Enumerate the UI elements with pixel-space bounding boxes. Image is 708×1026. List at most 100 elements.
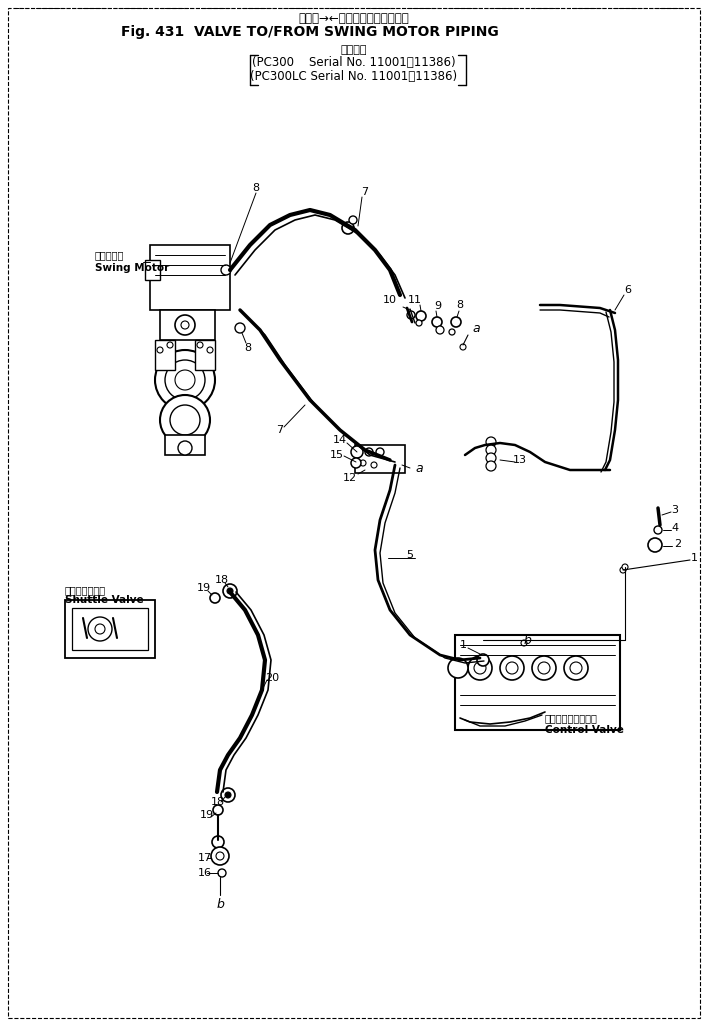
Circle shape: [654, 526, 662, 534]
Circle shape: [218, 869, 226, 877]
Bar: [150, 245, 230, 310]
Bar: [355, 445, 405, 473]
Circle shape: [371, 462, 377, 468]
Circle shape: [213, 805, 223, 815]
Circle shape: [648, 538, 662, 552]
Circle shape: [227, 588, 233, 594]
Text: 12: 12: [343, 473, 357, 483]
Circle shape: [216, 852, 224, 860]
Circle shape: [181, 321, 189, 329]
Circle shape: [506, 662, 518, 674]
Text: 18: 18: [211, 797, 225, 807]
Text: 6: 6: [624, 285, 632, 295]
Bar: [145, 260, 160, 280]
Text: b: b: [523, 633, 531, 646]
Circle shape: [351, 458, 361, 468]
Circle shape: [354, 448, 362, 456]
Bar: [195, 340, 215, 370]
Text: 7: 7: [362, 187, 369, 197]
Circle shape: [175, 315, 195, 336]
Circle shape: [468, 656, 492, 680]
Text: 19: 19: [197, 583, 211, 593]
Circle shape: [178, 441, 192, 455]
Circle shape: [416, 311, 426, 321]
Text: Control Valve: Control Valve: [545, 725, 624, 735]
Circle shape: [376, 448, 384, 456]
Text: 11: 11: [408, 295, 422, 305]
Circle shape: [360, 460, 366, 466]
Text: a: a: [472, 321, 480, 334]
Circle shape: [175, 370, 195, 390]
Text: 8: 8: [457, 300, 464, 310]
Text: (PC300    Serial No. 11001～11386): (PC300 Serial No. 11001～11386): [252, 56, 456, 70]
Circle shape: [486, 453, 496, 463]
Text: 1: 1: [459, 640, 467, 650]
Circle shape: [167, 342, 173, 348]
Text: a: a: [415, 462, 423, 474]
Circle shape: [407, 311, 415, 319]
Bar: [160, 310, 215, 340]
Text: 5: 5: [406, 550, 413, 560]
Text: (PC300LC Serial No. 11001～11386): (PC300LC Serial No. 11001～11386): [251, 71, 457, 83]
Text: 16: 16: [198, 868, 212, 878]
Circle shape: [622, 564, 628, 570]
Circle shape: [221, 265, 231, 275]
Circle shape: [211, 847, 229, 865]
Circle shape: [165, 360, 205, 400]
Circle shape: [432, 317, 442, 327]
Circle shape: [95, 624, 105, 634]
Text: 13: 13: [513, 455, 527, 465]
Circle shape: [225, 792, 231, 798]
Bar: [165, 435, 205, 455]
Bar: [455, 635, 620, 731]
Bar: [65, 600, 155, 658]
Circle shape: [460, 344, 466, 350]
Circle shape: [486, 437, 496, 447]
Circle shape: [416, 320, 422, 326]
Circle shape: [349, 216, 357, 224]
Text: バルブ→←旋回モータパイピング: バルブ→←旋回モータパイピング: [299, 11, 409, 25]
Text: 8: 8: [253, 183, 260, 193]
Circle shape: [448, 658, 468, 678]
Text: 20: 20: [265, 673, 279, 683]
Bar: [72, 608, 148, 650]
Circle shape: [451, 317, 461, 327]
Circle shape: [157, 347, 163, 353]
Circle shape: [532, 656, 556, 680]
Circle shape: [351, 446, 363, 458]
Text: 3: 3: [671, 505, 678, 515]
Text: 14: 14: [333, 435, 347, 445]
Circle shape: [365, 448, 373, 456]
Text: 7: 7: [276, 425, 284, 435]
Text: コントロールバルブ: コントロールバルブ: [545, 713, 598, 723]
Circle shape: [521, 640, 527, 646]
Circle shape: [538, 662, 550, 674]
Circle shape: [223, 584, 237, 598]
Circle shape: [486, 461, 496, 471]
Text: 1: 1: [690, 553, 697, 563]
Circle shape: [474, 662, 486, 674]
Circle shape: [500, 656, 524, 680]
Text: 旋回モータ: 旋回モータ: [95, 250, 125, 260]
Text: Fig. 431  VALVE TO/FROM SWING MOTOR PIPING: Fig. 431 VALVE TO/FROM SWING MOTOR PIPIN…: [121, 25, 499, 39]
Circle shape: [449, 329, 455, 336]
Text: Shuttle Valve: Shuttle Valve: [65, 595, 144, 605]
Circle shape: [570, 662, 582, 674]
Circle shape: [486, 445, 496, 455]
Circle shape: [564, 656, 588, 680]
Text: 4: 4: [671, 523, 678, 532]
Circle shape: [155, 350, 215, 410]
Circle shape: [197, 342, 203, 348]
Circle shape: [477, 654, 489, 666]
Bar: [155, 340, 175, 370]
Circle shape: [207, 347, 213, 353]
Text: 2: 2: [675, 539, 682, 549]
Circle shape: [210, 593, 220, 603]
Circle shape: [160, 395, 210, 445]
Text: 8: 8: [244, 343, 251, 353]
Circle shape: [212, 836, 224, 849]
Text: 18: 18: [215, 575, 229, 585]
Text: b: b: [216, 899, 224, 911]
Circle shape: [221, 788, 235, 802]
Circle shape: [235, 323, 245, 333]
